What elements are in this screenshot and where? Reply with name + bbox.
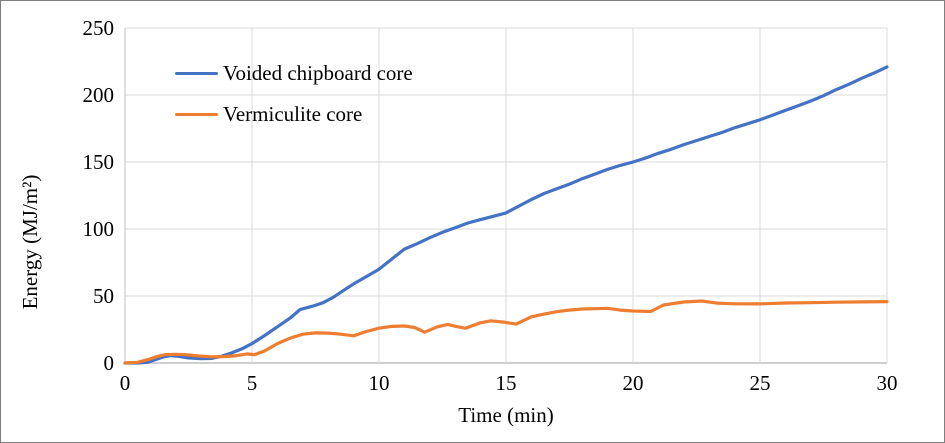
y-tick-label-150: 150	[83, 150, 115, 174]
chart-legend: Voided chipboard core Vermiculite core	[175, 59, 413, 141]
y-tick-label-200: 200	[83, 83, 115, 107]
legend-swatch-line	[175, 112, 218, 116]
x-tick-label-25: 25	[750, 371, 771, 395]
series-line-vermiculite-core	[123, 299, 889, 365]
legend-item-voided-chipboard-core: Voided chipboard core	[175, 59, 413, 87]
series-line-voided-chipboard-core	[123, 65, 889, 365]
legend-swatch-line	[175, 71, 218, 75]
legend-item-vermiculite-core: Vermiculite core	[175, 100, 413, 128]
x-tick-label-15: 15	[496, 371, 517, 395]
y-tick-label-250: 250	[83, 16, 115, 40]
legend-label: Voided chipboard core	[223, 60, 413, 85]
x-tick-label-5: 5	[247, 371, 258, 395]
legend-label: Vermiculite core	[223, 101, 363, 126]
y-tick-label-50: 50	[93, 284, 114, 308]
x-tick-label-30: 30	[877, 371, 898, 395]
x-axis-title: Time (min)	[458, 403, 554, 427]
y-axis-title: Energy (MJ/m²)	[18, 174, 42, 310]
y-tick-label-100: 100	[83, 217, 115, 241]
y-tick-label-0: 0	[104, 351, 115, 375]
x-tick-label-10: 10	[369, 371, 390, 395]
x-tick-label-20: 20	[623, 371, 644, 395]
x-tick-label-0: 0	[120, 371, 131, 395]
